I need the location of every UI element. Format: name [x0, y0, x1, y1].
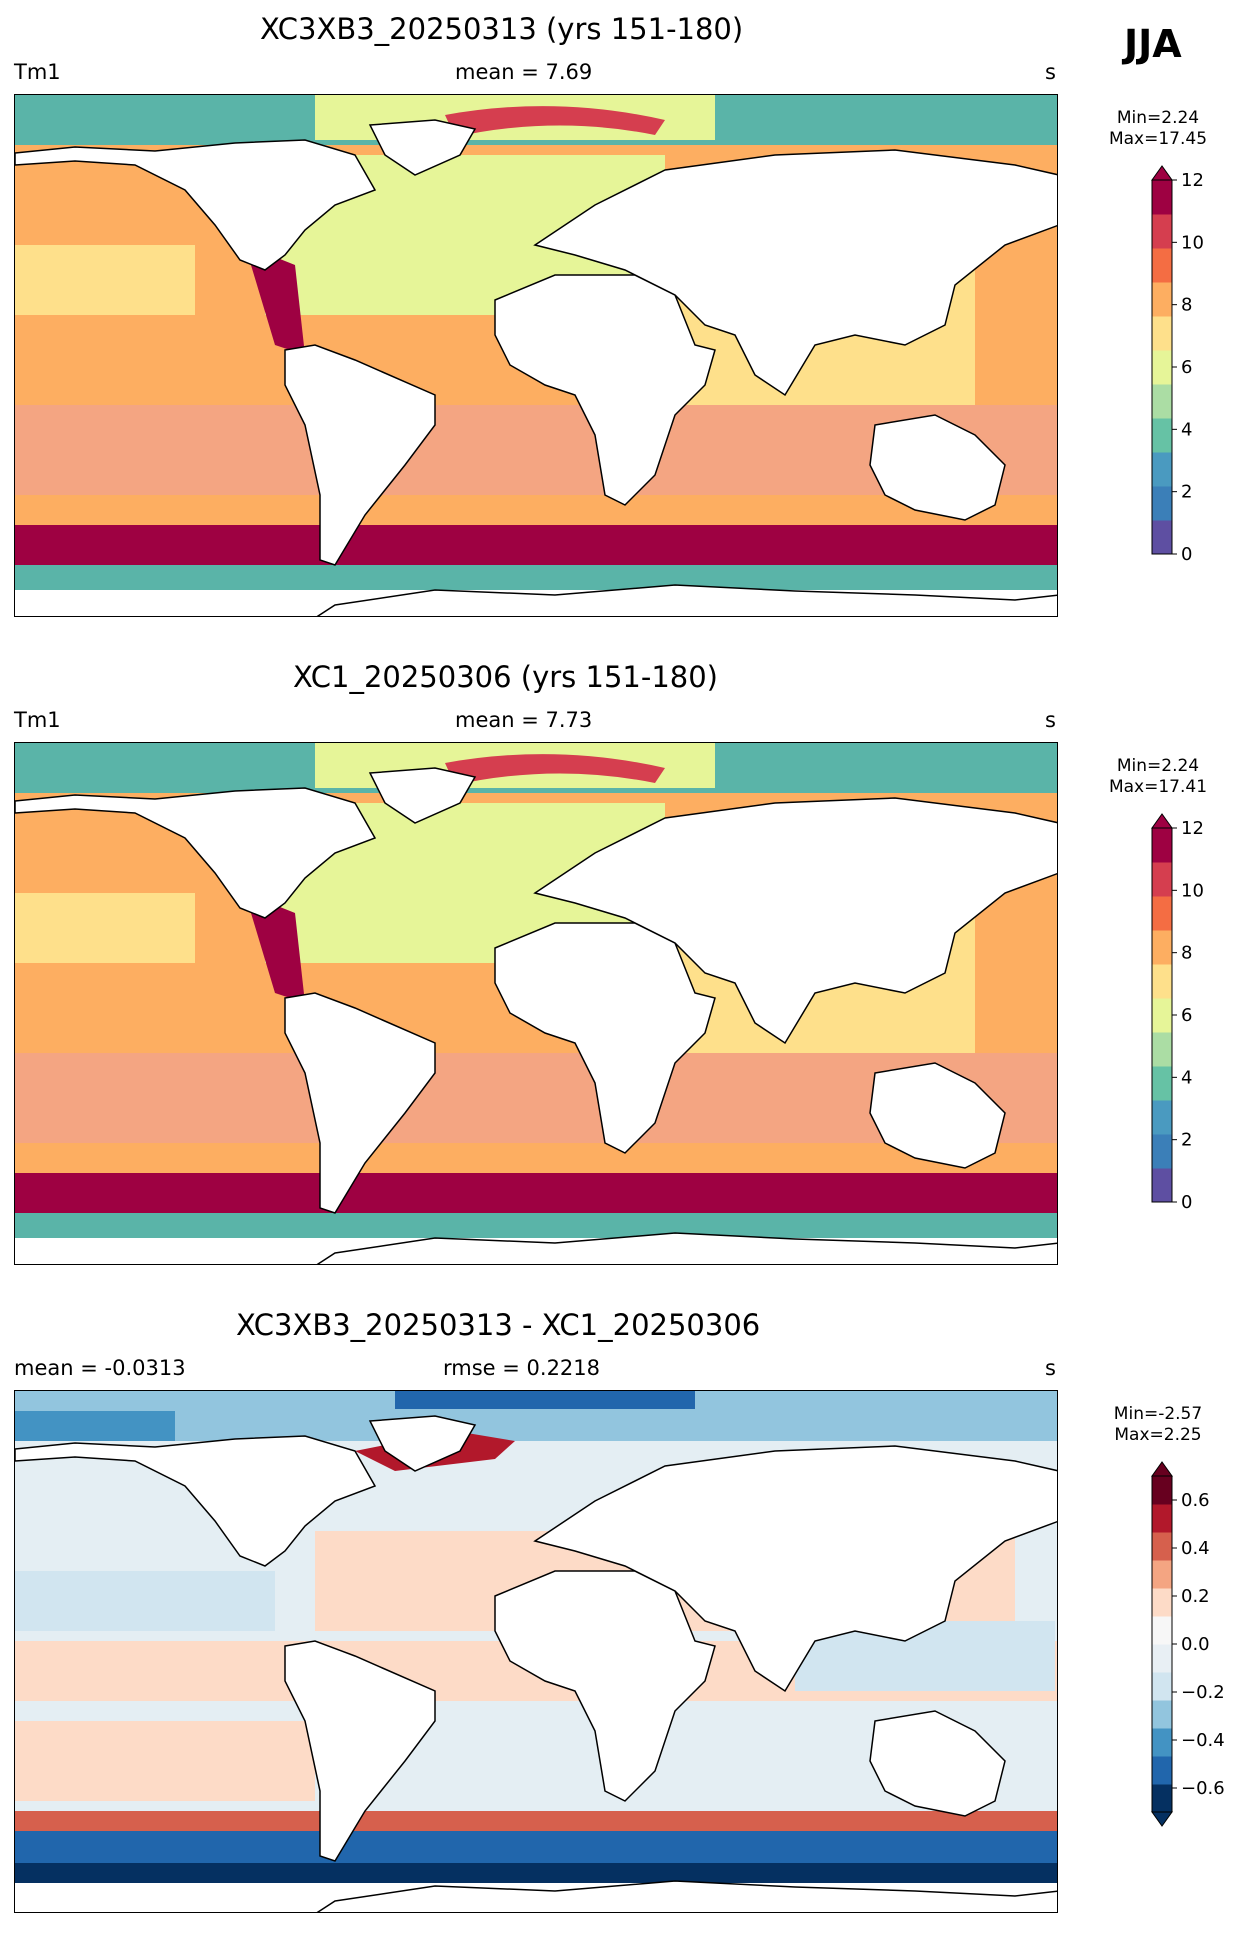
colorbar-tick-label: 4 [1181, 1067, 1192, 1088]
colorbar-max-arrow [1151, 165, 1173, 181]
colorbar-segment [1152, 1476, 1172, 1505]
colorbar-segment [1152, 1728, 1172, 1757]
colorbar-segment [1152, 896, 1172, 931]
panel-1-title: XC3XB3_20250313 (yrs 151-180) [260, 12, 744, 46]
colorbar-segment [1152, 248, 1172, 283]
colorbar-segment [1152, 486, 1172, 521]
panel-3-min-max: Min=-2.57 Max=2.25 [1113, 1404, 1203, 1445]
colorbar-tick-label: −0.6 [1181, 1778, 1225, 1799]
colorbar-segment [1152, 1532, 1172, 1561]
colorbar-tick-label: 0.6 [1181, 1490, 1210, 1511]
panel-2-title: XC1_20250306 (yrs 151-180) [293, 660, 718, 694]
colorbar-max-arrow [1151, 1461, 1173, 1477]
panel-1-variable: Tm1 [14, 60, 61, 84]
panel-3-colorbar: −0.6 −0.4 −0.2 0.0 0.2 0.4 0.6 [1150, 1460, 1230, 1832]
colorbar-segment [1152, 282, 1172, 317]
panel-3-units: s [1045, 1356, 1056, 1380]
colorbar-segment [1152, 1672, 1172, 1701]
colorbar-tick-label: 0 [1181, 544, 1192, 565]
colorbar-tick-label: 10 [1181, 232, 1204, 253]
colorbar-segment [1152, 1784, 1172, 1813]
colorbar-tick-label: 6 [1181, 1005, 1192, 1026]
colorbar-tick-label: 0.2 [1181, 1586, 1210, 1607]
colorbar-segment [1152, 1588, 1172, 1617]
colorbar-segment [1152, 384, 1172, 419]
colorbar-tick-label: 6 [1181, 357, 1192, 378]
colorbar-segment [1152, 214, 1172, 249]
colorbar-segment [1152, 998, 1172, 1033]
colorbar-tick-label: 0.4 [1181, 1538, 1210, 1559]
panel-1-map [14, 94, 1058, 617]
panel-1-units: s [1045, 60, 1056, 84]
panel-2-variable: Tm1 [14, 708, 61, 732]
colorbar-segment [1152, 1756, 1172, 1785]
panel-1-mean: mean = 7.69 [455, 60, 593, 84]
panel-2-mean: mean = 7.73 [455, 708, 593, 732]
panel-2-units: s [1045, 708, 1056, 732]
colorbar-segment [1152, 1100, 1172, 1135]
panel-2-map [14, 742, 1058, 1265]
colorbar-segment [1152, 1700, 1172, 1729]
season-label: JJA [1124, 22, 1182, 66]
colorbar-segment [1152, 316, 1172, 351]
colorbar-segment [1152, 964, 1172, 999]
panel-3-title: XC3XB3_20250313 - XC1_20250306 [236, 1308, 761, 1342]
panel-3-rmse: rmse = 0.2218 [443, 1356, 601, 1380]
colorbar-tick-label: 4 [1181, 419, 1192, 440]
colorbar-tick-label: −0.2 [1181, 1682, 1225, 1703]
colorbar-tick-label: 0.0 [1181, 1634, 1210, 1655]
colorbar-tick-label: 8 [1181, 943, 1192, 964]
colorbar-segment [1152, 418, 1172, 453]
colorbar-segment [1152, 1616, 1172, 1645]
panel-3-map [14, 1390, 1058, 1913]
colorbar-segment [1152, 828, 1172, 863]
colorbar-max-arrow [1151, 813, 1173, 829]
colorbar-segment [1152, 1560, 1172, 1589]
colorbar-segment [1152, 1134, 1172, 1169]
colorbar-tick-label: −0.4 [1181, 1730, 1225, 1751]
colorbar-tick-label: 2 [1181, 482, 1192, 503]
colorbar-segment [1152, 1168, 1172, 1203]
colorbar-min-arrow [1151, 1811, 1173, 1827]
panel-2-min-max: Min=2.24 Max=17.41 [1108, 756, 1208, 797]
colorbar-segment [1152, 1504, 1172, 1533]
colorbar-segment [1152, 1032, 1172, 1067]
colorbar-segment [1152, 520, 1172, 555]
colorbar-tick-label: 12 [1181, 170, 1204, 191]
colorbar-segment [1152, 862, 1172, 897]
colorbar-tick-label: 8 [1181, 295, 1192, 316]
colorbar-segment [1152, 930, 1172, 965]
colorbar-tick-label: 0 [1181, 1192, 1192, 1213]
colorbar-segment [1152, 1066, 1172, 1101]
colorbar-tick-label: 2 [1181, 1130, 1192, 1151]
colorbar-segment [1152, 452, 1172, 487]
colorbar-tick-label: 10 [1181, 880, 1204, 901]
colorbar-segment [1152, 1644, 1172, 1673]
panel-1-min-max: Min=2.24 Max=17.45 [1108, 108, 1208, 149]
panel-3-mean: mean = -0.0313 [14, 1356, 186, 1380]
panel-1-colorbar: 0 2 4 6 8 10 12 [1150, 164, 1230, 565]
colorbar-segment [1152, 350, 1172, 385]
colorbar-tick-label: 12 [1181, 818, 1204, 839]
colorbar-segment [1152, 180, 1172, 215]
panel-2-colorbar: 0 2 4 6 8 10 12 [1150, 812, 1230, 1213]
